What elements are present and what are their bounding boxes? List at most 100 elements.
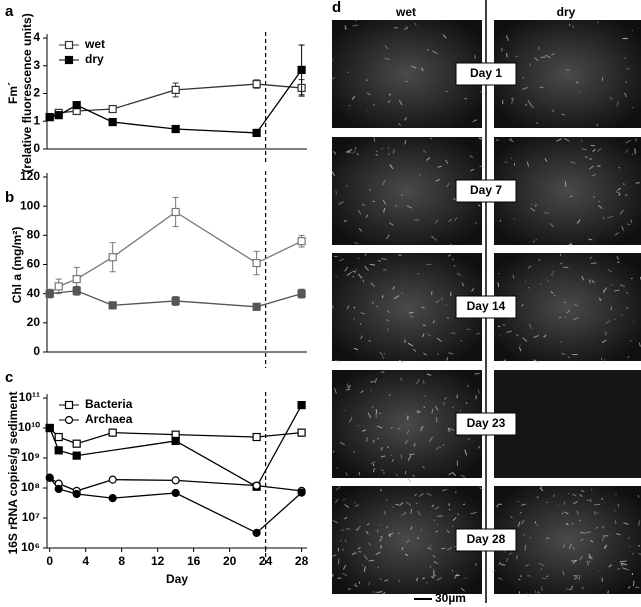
particle xyxy=(335,486,341,491)
particle xyxy=(368,339,372,342)
particle xyxy=(360,390,364,394)
y-tick-label: 60 xyxy=(27,257,41,271)
particle xyxy=(603,359,605,365)
y-tick-label: 20 xyxy=(27,315,41,329)
particle xyxy=(437,353,439,355)
particle xyxy=(398,501,404,507)
particle xyxy=(354,146,357,150)
particle xyxy=(343,27,347,30)
particle xyxy=(457,513,460,516)
particle xyxy=(445,304,447,306)
particle xyxy=(383,510,387,515)
particle xyxy=(355,269,358,272)
marker xyxy=(72,489,81,499)
particle xyxy=(576,510,579,515)
particle xyxy=(597,147,602,152)
particle xyxy=(373,439,375,443)
particle xyxy=(431,291,433,296)
particle xyxy=(420,425,424,430)
particle xyxy=(386,319,390,322)
panel-label: c xyxy=(5,369,13,386)
particle xyxy=(500,335,502,337)
particle xyxy=(387,146,390,149)
particle xyxy=(423,406,426,408)
particle xyxy=(572,25,574,28)
particle xyxy=(621,563,625,565)
particle xyxy=(627,223,631,226)
marker xyxy=(108,117,117,127)
particle xyxy=(380,488,382,492)
particle xyxy=(602,535,609,537)
particle xyxy=(624,92,627,98)
particle xyxy=(477,389,480,394)
particle xyxy=(331,573,334,578)
particle xyxy=(523,533,525,536)
particle xyxy=(398,123,402,126)
particle xyxy=(404,139,407,145)
particle xyxy=(551,273,553,276)
particle xyxy=(355,19,357,22)
particle xyxy=(607,268,613,273)
micrograph xyxy=(494,137,641,245)
marker xyxy=(297,400,306,410)
particle xyxy=(511,97,513,100)
particle xyxy=(404,470,407,475)
particle xyxy=(456,394,458,399)
particle xyxy=(631,153,634,156)
particle xyxy=(560,341,562,343)
particle xyxy=(365,530,369,535)
particle xyxy=(352,24,359,27)
particle xyxy=(355,583,357,587)
particle xyxy=(444,397,447,401)
x-axis-label: Day xyxy=(166,572,188,586)
particle xyxy=(526,161,530,167)
particle xyxy=(565,522,569,526)
particle xyxy=(388,532,394,537)
particle xyxy=(568,23,571,26)
particle xyxy=(537,591,540,594)
particle xyxy=(357,257,360,260)
marker xyxy=(108,428,117,437)
particle xyxy=(378,260,382,262)
particle xyxy=(525,563,530,567)
particle xyxy=(501,100,504,104)
particle xyxy=(377,437,379,440)
day-label: Day 23 xyxy=(467,416,506,430)
particle xyxy=(478,137,483,140)
particle xyxy=(453,264,456,267)
particle xyxy=(376,529,379,533)
particle xyxy=(521,519,525,525)
particle xyxy=(513,218,516,220)
particle xyxy=(617,568,620,570)
marker xyxy=(297,65,306,75)
particle xyxy=(475,395,477,400)
particle xyxy=(515,555,518,560)
particle xyxy=(464,449,468,456)
particle xyxy=(634,148,636,154)
particle xyxy=(396,474,398,476)
particle xyxy=(625,194,628,197)
particle xyxy=(435,178,441,182)
particle xyxy=(530,104,534,109)
particle xyxy=(616,100,619,107)
particle xyxy=(404,117,407,121)
particle xyxy=(614,520,617,524)
particle xyxy=(436,523,439,526)
particle xyxy=(614,289,620,292)
particle xyxy=(621,560,627,563)
particle xyxy=(621,225,625,231)
particle xyxy=(538,46,540,51)
particle xyxy=(605,320,611,324)
particle xyxy=(562,570,565,576)
particle xyxy=(572,559,578,564)
particle xyxy=(546,537,550,539)
legend-label: Archaea xyxy=(85,412,133,426)
particle xyxy=(442,34,447,39)
particle xyxy=(601,358,603,360)
particle xyxy=(386,446,389,448)
day-box xyxy=(455,179,517,203)
day-box xyxy=(455,295,517,319)
particle xyxy=(426,157,431,161)
particle xyxy=(394,204,398,208)
